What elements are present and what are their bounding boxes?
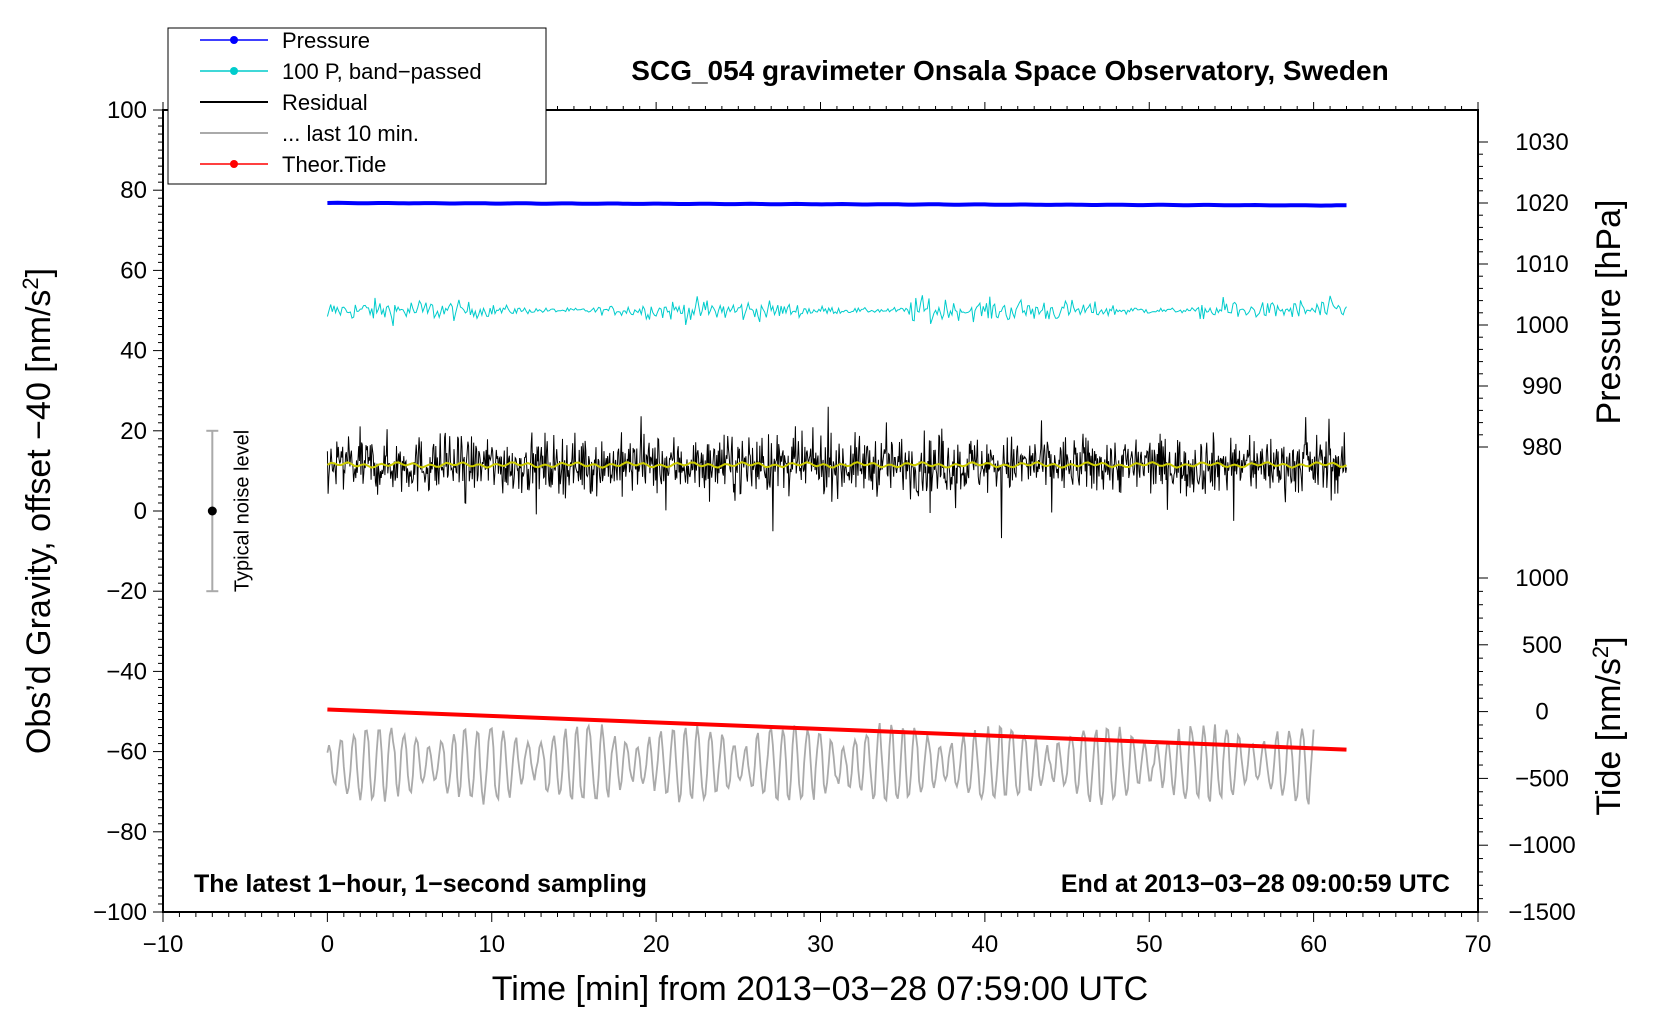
noise-bar-center-dot [207,506,217,516]
tide-tick-label: −500 [1515,765,1569,792]
y-tick-label: 80 [120,177,147,204]
x-tick-label: 20 [643,931,670,958]
y-tick-label: 0 [134,498,147,525]
y-axis-title-main: Obs’d Gravity, offset −40 [nm/s [20,290,58,755]
y-tick-label: 100 [107,97,147,124]
legend-residual-label: Residual [282,90,368,115]
x-tick-label: 40 [972,931,999,958]
pressure-series-line [327,200,1347,208]
tide-axis-title-main: Tide [nm/s [1590,658,1628,815]
tide-tick-label: 0 [1535,699,1548,726]
legend-bandpassed-marker [230,67,238,75]
x-axis-title: Time [min] from 2013−03−28 07:59:00 UTC [492,970,1148,1008]
y-axis-title-end: ] [20,268,58,277]
y-tick-label: −20 [106,578,147,605]
pressure-tick-label: 1010 [1515,251,1568,278]
noise-bar: Typical noise level [206,429,253,593]
legend-last10-label: ... last 10 min. [282,121,419,146]
pressure-tick-label: 980 [1522,434,1562,461]
x-tick-label: 30 [807,931,834,958]
annotation-right: End at 2013−03−28 09:00:59 UTC [1061,870,1450,898]
tide-tick-label: 500 [1522,632,1562,659]
legend-tide-marker [230,160,238,168]
x-tick-label: 60 [1300,931,1327,958]
tide-series-line [327,707,1347,752]
residual-series-line [326,406,1347,539]
bandpassed-series-line [326,295,1347,326]
tide-axis-title-end: ] [1590,636,1628,645]
y-tick-label: 20 [120,418,147,445]
legend-pressure-marker [230,36,238,44]
y-tick-label: 60 [120,257,147,284]
y-tick-label: −40 [106,658,147,685]
tide-tick-label: −1000 [1508,832,1575,859]
pressure-tick-label: 1030 [1515,129,1568,156]
legend: Pressure 100 P, band−passed Residual ...… [167,27,547,185]
last10-series-line [326,722,1315,805]
y-tick-label: 40 [120,338,147,365]
tick-labels-layer: −10 0 10 20 30 40 50 60 70100806040200−20−40−60−… [93,97,1576,958]
ticks-layer [153,102,1488,922]
pressure-tick-label: 990 [1522,373,1562,400]
series-layer [326,200,1347,805]
tide-tick-label: 1000 [1515,565,1568,592]
legend-bandpassed-label: 100 P, band−passed [282,59,482,84]
x-tick-label: 0 [321,931,334,958]
x-tick-label: −10 [143,931,184,958]
noise-bar-label: Typical noise level [231,430,253,592]
y-axis-title-sup: 2 [18,277,43,289]
y-tick-label: −60 [106,739,147,766]
pressure-axis-title: Pressure [hPa] [1590,200,1628,425]
legend-tide-label: Theor.Tide [282,152,386,177]
tide-axis-title-sup: 2 [1588,646,1613,658]
x-tick-label: 50 [1136,931,1163,958]
legend-box [167,27,547,185]
x-tick-label: 10 [478,931,505,958]
tide-tick-label: −1500 [1508,899,1575,926]
annotation-left: The latest 1−hour, 1−second sampling [194,870,647,898]
y-tick-label: −80 [106,819,147,846]
pressure-tick-label: 1000 [1515,312,1568,339]
tide-axis-title: Tide [nm/s2] [1588,636,1629,815]
residual-smoothed-series-line [326,461,1347,469]
legend-pressure-label: Pressure [282,28,370,53]
y-tick-label: −100 [93,899,147,926]
x-tick-label: 70 [1465,931,1492,958]
y-axis-title: Obs’d Gravity, offset −40 [nm/s2] [18,268,59,754]
chart-title: SCG_054 gravimeter Onsala Space Observat… [631,55,1388,86]
pressure-tick-label: 1020 [1515,190,1568,217]
